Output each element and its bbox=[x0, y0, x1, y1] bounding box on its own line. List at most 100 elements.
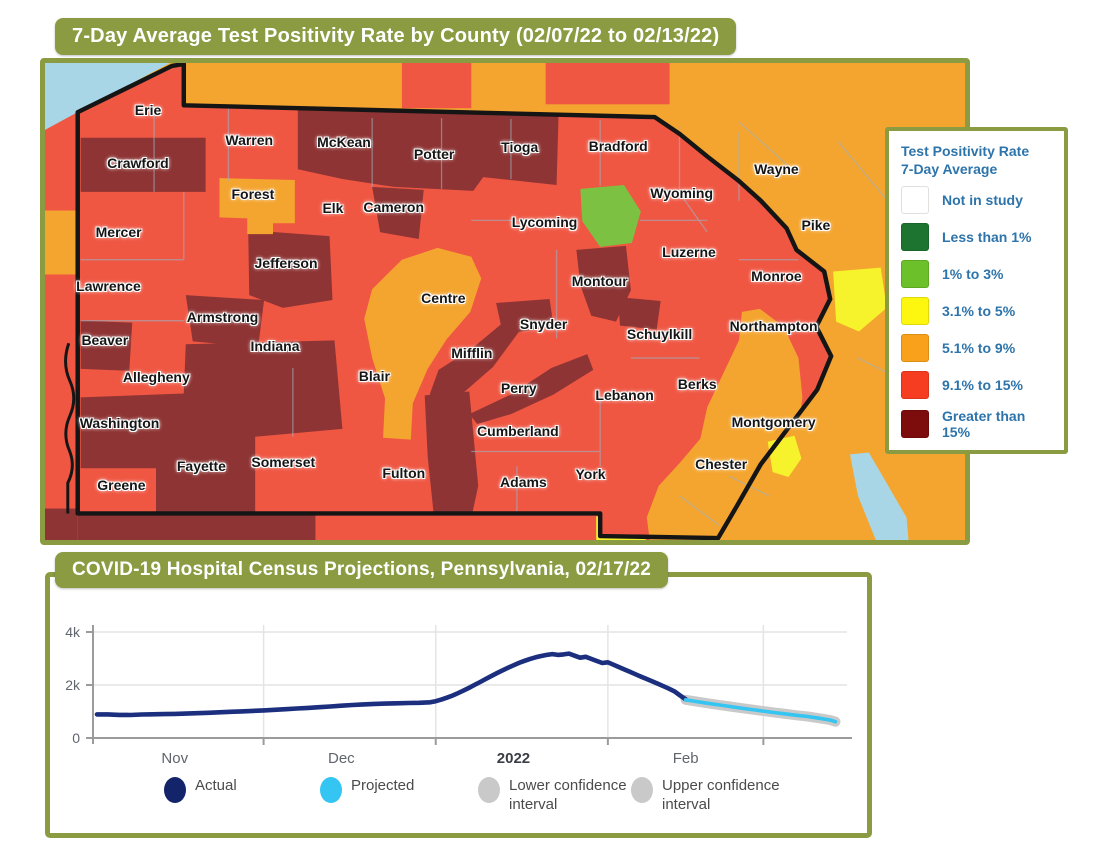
county-label-schuylkill: Schuylkill bbox=[626, 326, 693, 343]
county-label-warren: Warren bbox=[225, 131, 274, 148]
legend-item: 9.1% to 15% bbox=[901, 371, 1056, 399]
county-label-allegheny: Allegheny bbox=[122, 368, 190, 385]
county-label-bradford: Bradford bbox=[588, 138, 648, 155]
map-region bbox=[401, 63, 472, 109]
county-label-montgomery: Montgomery bbox=[731, 414, 816, 431]
legend-item: 3.1% to 5% bbox=[901, 297, 1056, 325]
map-region bbox=[45, 210, 78, 275]
svg-text:0: 0 bbox=[72, 730, 80, 746]
legend-marker-icon bbox=[478, 777, 500, 803]
county-label-blair: Blair bbox=[358, 367, 390, 384]
county-label-adams: Adams bbox=[500, 473, 547, 490]
state-border bbox=[75, 63, 834, 540]
chart-legend: Actual Projected Lower confidence interval… bbox=[50, 777, 867, 837]
legend-swatch bbox=[901, 297, 929, 325]
county-label-lawrence: Lawrence bbox=[76, 278, 141, 295]
legend-swatch bbox=[901, 186, 929, 214]
svg-text:Feb: Feb bbox=[673, 750, 699, 767]
legend-marker-icon bbox=[631, 777, 653, 803]
delaware-river-water bbox=[850, 452, 909, 540]
county-label-cameron: Cameron bbox=[363, 198, 425, 215]
legend-marker-icon bbox=[320, 777, 342, 803]
map-region bbox=[77, 513, 316, 540]
county-label-pike: Pike bbox=[801, 217, 831, 234]
county-label-lycoming: Lycoming bbox=[511, 214, 578, 231]
county-label-tioga: Tioga bbox=[501, 139, 539, 156]
legend-item: Greater than 15% bbox=[901, 408, 1056, 440]
legend-swatch bbox=[901, 260, 929, 288]
legend-item: Less than 1% bbox=[901, 223, 1056, 251]
legend-label: Upper confidence interval bbox=[662, 777, 780, 813]
county-label-mifflin: Mifflin bbox=[451, 345, 493, 362]
county-label-washington: Washington bbox=[79, 415, 160, 432]
county-label-fulton: Fulton bbox=[382, 465, 426, 482]
county-label-erie: Erie bbox=[134, 102, 162, 119]
legend-swatch bbox=[901, 223, 929, 251]
county-label-luzerne: Luzerne bbox=[662, 243, 716, 260]
county-label-indiana: Indiana bbox=[250, 338, 300, 355]
county-3-to-5 bbox=[833, 267, 887, 332]
counties-greater-than-15 bbox=[80, 108, 661, 514]
county-label-fayette: Fayette bbox=[176, 458, 226, 475]
legend-label: Lower confidence interval bbox=[509, 777, 627, 813]
county-label-york: York bbox=[575, 466, 606, 483]
svg-text:4k: 4k bbox=[65, 624, 81, 640]
county-label-cumberland: Cumberland bbox=[477, 422, 559, 439]
legend-item: 1% to 3% bbox=[901, 260, 1056, 288]
map-title: 7-Day Average Test Positivity Rate by Co… bbox=[72, 25, 720, 47]
county-label-lebanon: Lebanon bbox=[595, 387, 654, 404]
county-label-chester: Chester bbox=[695, 456, 748, 473]
pennsylvania-choropleth-map bbox=[45, 63, 965, 540]
chart-legend-item: Lower confidence interval bbox=[478, 777, 644, 815]
county-label-elk: Elk bbox=[322, 199, 344, 216]
map-region bbox=[545, 63, 670, 105]
map-panel: Erie Warren McKean Potter Tioga Bradford Wayne… bbox=[40, 58, 970, 545]
legend-swatch bbox=[901, 410, 929, 438]
county-label-berks: Berks bbox=[677, 376, 717, 393]
svg-text:2022: 2022 bbox=[497, 750, 530, 767]
chart-title: COVID-19 Hospital Census Projections, Pe… bbox=[72, 559, 652, 580]
svg-text:2k: 2k bbox=[65, 677, 81, 693]
map-legend-title: Test Positivity Rate 7-Day Average bbox=[901, 143, 1030, 177]
county-1-to-3 bbox=[580, 184, 641, 247]
chart-legend-item: Projected bbox=[320, 777, 414, 803]
counties-5-to-9 bbox=[219, 178, 803, 540]
svg-text:Dec: Dec bbox=[328, 750, 355, 767]
county-label-northampton: Northampton bbox=[729, 317, 818, 334]
legend-label: Projected bbox=[351, 777, 415, 794]
county-label-forest: Forest bbox=[231, 185, 275, 202]
chart-legend-item: Actual bbox=[164, 777, 237, 803]
map-region bbox=[315, 513, 604, 540]
map-region bbox=[45, 86, 78, 514]
svg-text:Nov: Nov bbox=[161, 750, 188, 767]
map-legend: Test Positivity Rate 7-Day Average Not i… bbox=[885, 127, 1068, 454]
county-label-mercer: Mercer bbox=[95, 224, 142, 241]
county-label-potter: Potter bbox=[413, 145, 455, 162]
county-label-montour: Montour bbox=[571, 272, 628, 289]
lake-erie-water bbox=[45, 63, 170, 130]
county-label-perry: Perry bbox=[500, 380, 537, 397]
ohio-river-border bbox=[64, 342, 76, 514]
legend-label: Actual bbox=[195, 777, 237, 794]
county-label-crawford: Crawford bbox=[107, 155, 169, 172]
chart-panel: 0 2k 4k Nov Dec 2022 Feb Actual Projected Lower … bbox=[45, 572, 872, 838]
chart-title-banner: COVID-19 Hospital Census Projections, Pe… bbox=[55, 552, 669, 588]
legend-swatch bbox=[901, 334, 929, 362]
county-label-centre: Centre bbox=[421, 290, 466, 307]
chart-legend-item: Upper confidence interval bbox=[631, 777, 797, 815]
county-label-beaver: Beaver bbox=[81, 332, 129, 349]
county-label-monroe: Monroe bbox=[751, 268, 802, 285]
legend-swatch bbox=[901, 371, 929, 399]
map-title-banner: 7-Day Average Test Positivity Rate by Co… bbox=[55, 18, 737, 55]
hospital-census-chart: 0 2k 4k Nov Dec 2022 Feb bbox=[65, 624, 852, 767]
county-label-armstrong: Armstrong bbox=[186, 308, 259, 325]
legend-marker-icon bbox=[164, 777, 186, 803]
county-labels-layer: Erie Warren McKean Potter Tioga Bradford Wayne… bbox=[45, 63, 965, 540]
county-label-mckean: McKean bbox=[317, 133, 371, 150]
county-label-wyoming: Wyoming bbox=[650, 184, 713, 201]
county-label-jefferson: Jefferson bbox=[254, 254, 318, 271]
county-label-snyder: Snyder bbox=[519, 316, 568, 333]
county-label-greene: Greene bbox=[97, 477, 146, 494]
legend-item: Not in study bbox=[901, 186, 1056, 214]
